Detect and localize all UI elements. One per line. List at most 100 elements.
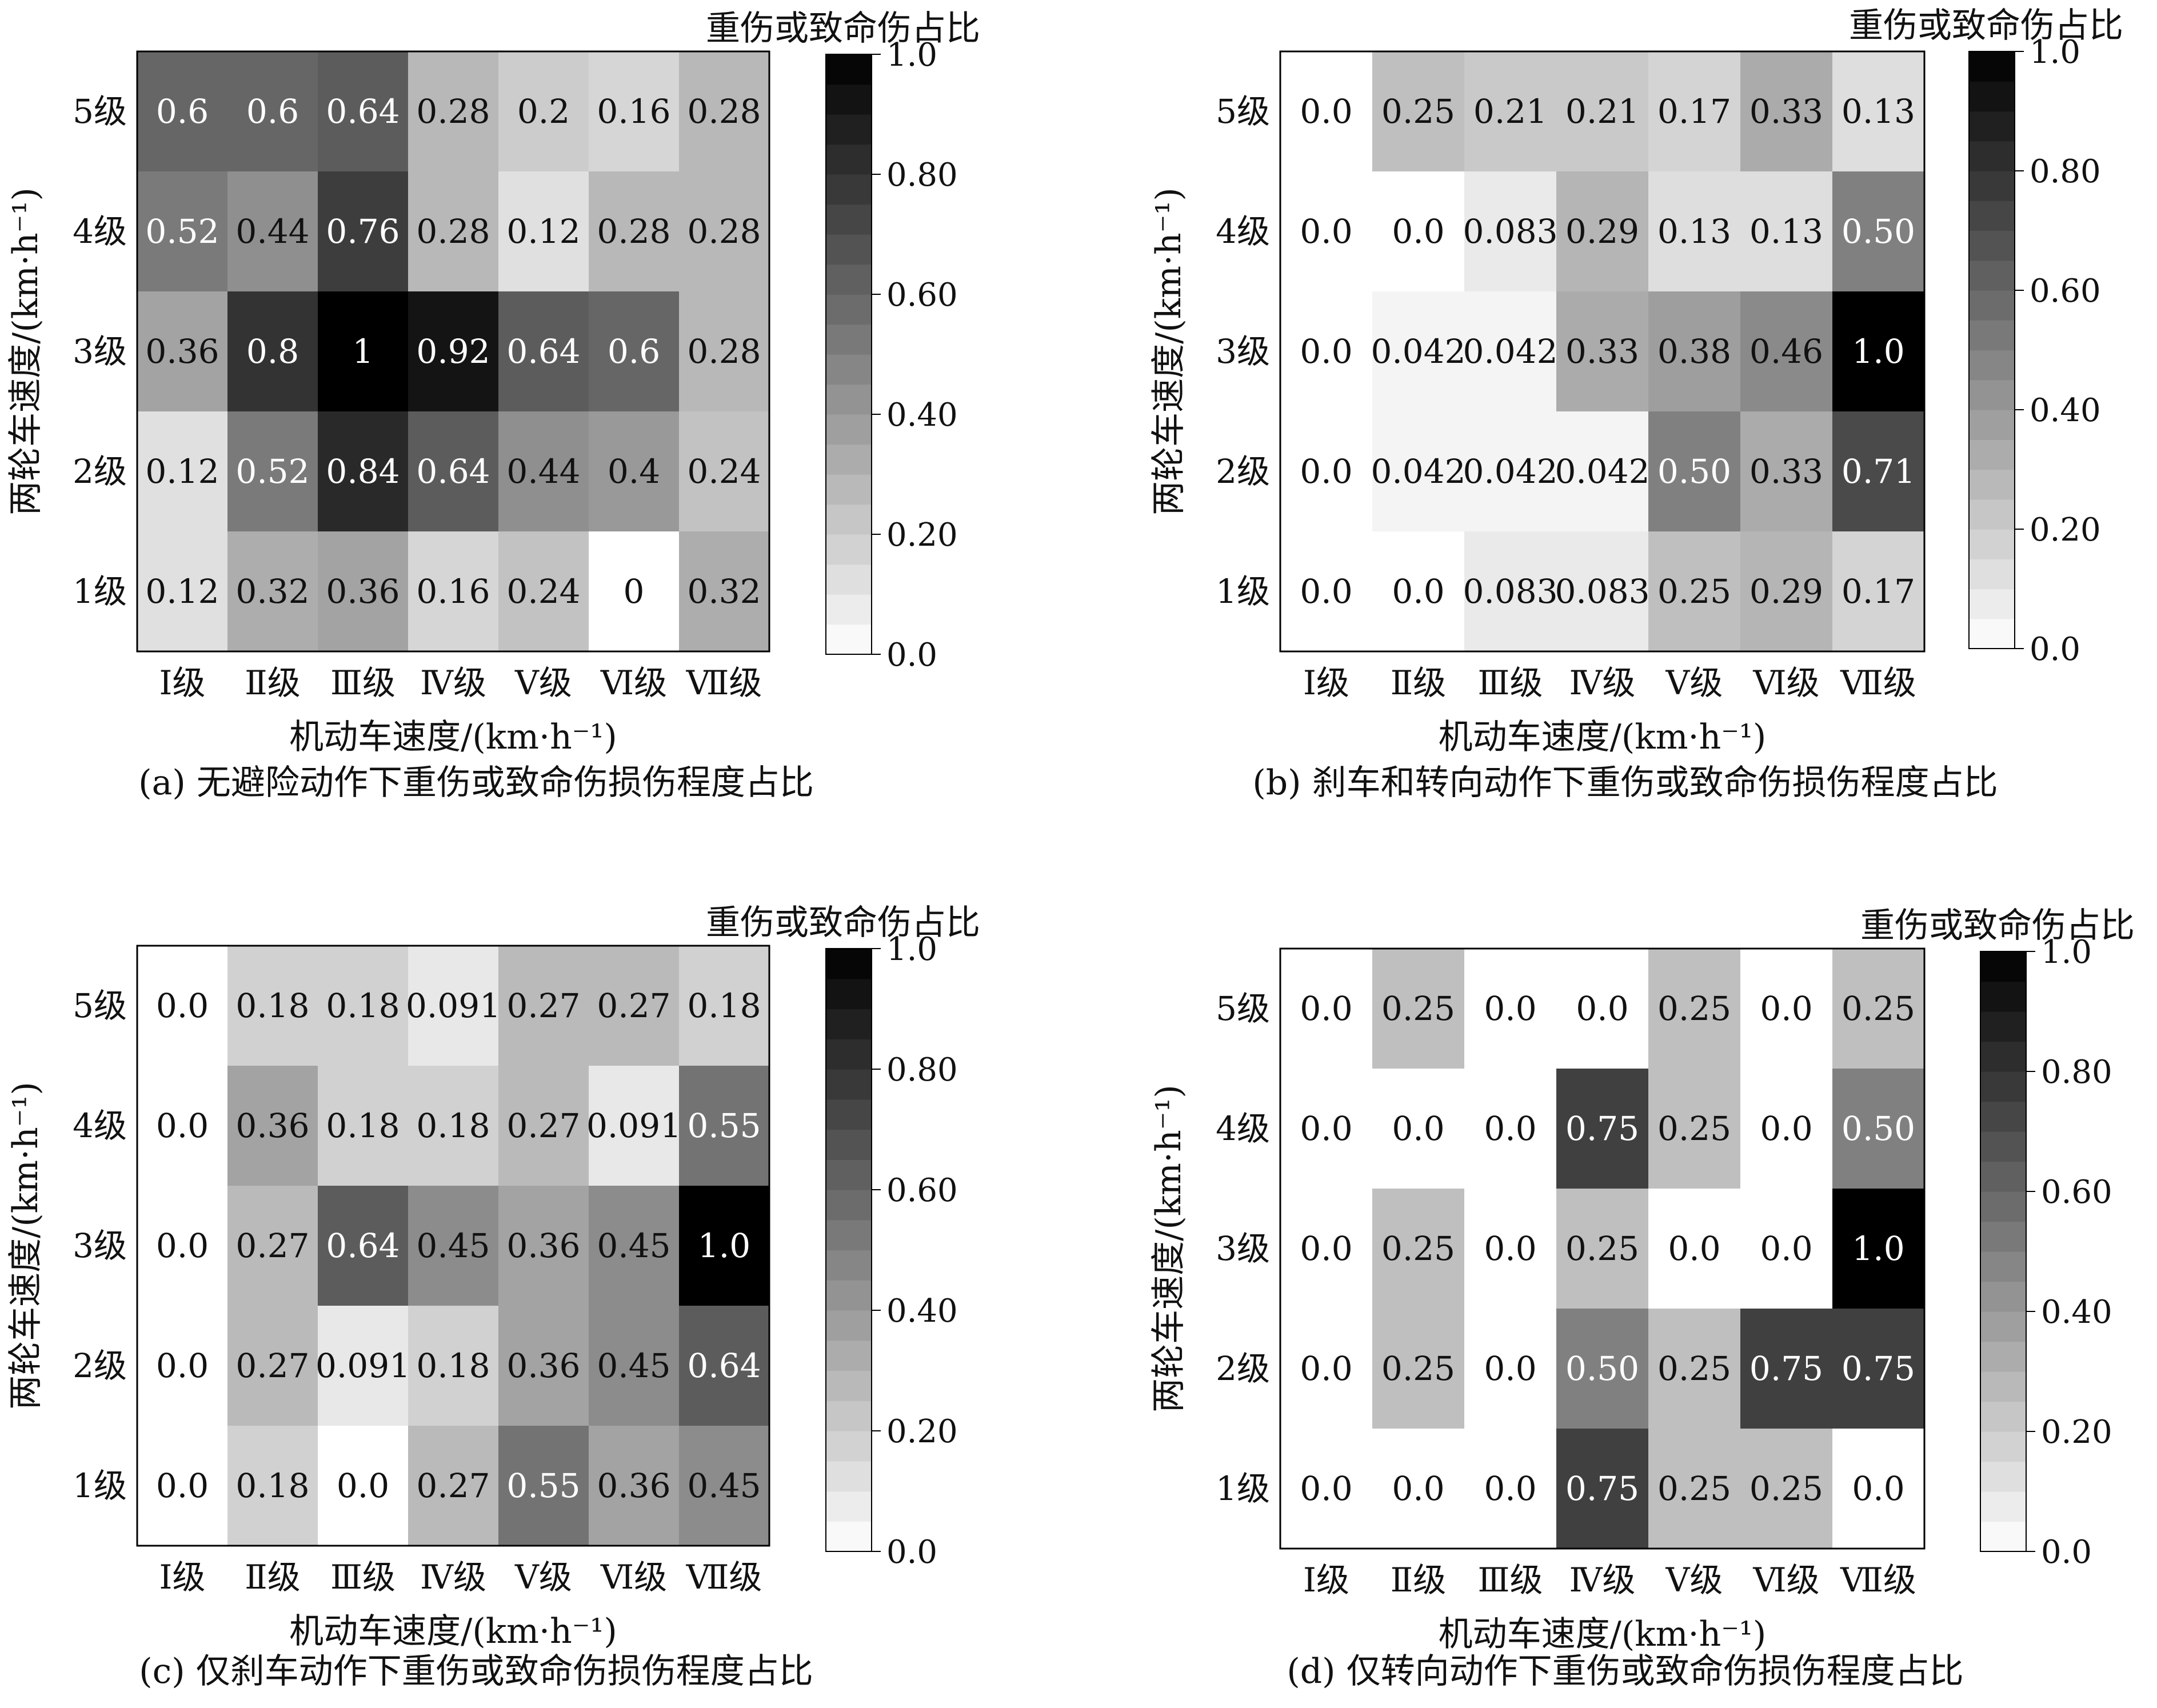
cell-value-label: 0.0 [1300,212,1352,251]
x-tick-label: Ⅱ级 [245,663,300,702]
colorbar-step [826,534,872,565]
heatmap-cell [137,1306,228,1426]
heatmap-cell [1648,171,1741,292]
colorbar-step [826,949,872,979]
y-tick-label: 3级 [1216,1229,1270,1268]
heatmap-cell [1648,1069,1741,1189]
colorbar-step [826,1521,872,1552]
heatmap-cell [679,1426,770,1546]
colorbar-step [826,414,872,445]
colorbar-step [826,1129,872,1160]
heatmap-cell [1372,291,1465,412]
cell-value-label: 0.29 [1565,212,1639,251]
colorbar-step [1969,379,2015,410]
heatmap-cell [408,411,499,532]
heatmap-cell [1832,1309,1925,1429]
cell-value-label: 0.32 [235,572,309,611]
heatmap-cell [1648,51,1741,172]
heatmap-cell [1372,411,1465,532]
colorbar-step [826,384,872,415]
heatmap-cell [1832,411,1925,532]
cell-value-label: 0.091 [586,1106,681,1145]
y-axis-title: 两轮车速度/(km·h⁻¹) [6,1082,46,1410]
cell-value-label: 0.25 [1381,1229,1455,1268]
cell-value-label: 0.091 [406,986,501,1025]
colorbar-step [826,1159,872,1190]
cell-value-label: 0.18 [326,1106,400,1145]
colorbar-step [1980,1521,2026,1552]
x-tick-label: Ⅴ级 [1665,1561,1723,1599]
heatmap-cell [318,171,409,292]
cell-value-label: 0.32 [687,572,761,611]
x-tick-label: Ⅰ级 [1303,663,1349,702]
colorbar-tick-label: 0.60 [2041,1174,2112,1211]
heatmap-cell [1740,531,1833,652]
cell-value-label: 0.18 [326,986,400,1025]
colorbar-tick-label: 0.20 [886,1413,958,1450]
colorbar-step [1980,1011,2026,1042]
heatmap-cell [137,946,228,1066]
heatmap-cell [227,51,318,172]
heatmap-cell [408,1186,499,1306]
heatmap-cell [137,291,228,412]
colorbar-step [1980,1191,2026,1222]
cell-value-label: 0.6 [246,92,299,131]
colorbar-tick-label: 0.40 [886,1293,958,1330]
heatmap-cell [1740,1189,1833,1309]
colorbar-step [826,234,872,265]
colorbar-step [1969,499,2015,530]
cell-value-label: 0.042 [1463,452,1557,491]
colorbar-step [826,504,872,535]
cell-value-label: 0.0 [1760,1229,1812,1268]
cell-value-label: 0.13 [1842,92,1915,131]
cell-value-label: 0.25 [1657,1109,1731,1148]
cell-value-label: 0.25 [1657,1469,1731,1508]
heatmap-cell [137,171,228,292]
x-tick-label: Ⅶ级 [686,663,762,702]
cell-value-label: 0.27 [506,986,580,1025]
heatmap-cell [137,1066,228,1186]
y-axis-title: 两轮车速度/(km·h⁻¹) [1149,1085,1189,1413]
panel-caption: (c) 仅刹车动作下重伤或致命伤损伤程度占比 [139,1651,813,1691]
heatmap-cell [679,1066,770,1186]
y-tick-label: 4级 [1216,212,1270,251]
heatmap-cell [1740,171,1833,292]
cell-value-label: 0.0 [1852,1469,1904,1508]
heatmap-cell [498,531,589,652]
cell-value-label: 0.0 [1392,1469,1444,1508]
cell-value-label: 0.0 [1300,332,1352,371]
heatmap-cell [1464,411,1557,532]
heatmap-cell [1372,949,1465,1069]
colorbar-tick-label: 0.0 [886,1534,937,1571]
colorbar-step [1980,1341,2026,1372]
heatmap-cell [1464,1429,1557,1549]
colorbar-step [1969,201,2015,231]
heatmap-panel-2: 0.0 0.25 0.21 0.21 0.17 0.33 0.130.0 0.0 0.083 0.… [1149,6,2123,803]
heatmap-cell [1372,1189,1465,1309]
cell-value-label: 0.25 [1749,1469,1823,1508]
colorbar-step [826,564,872,595]
heatmap-panel-4: 0.0 0.25 0.0 0.0 0.25 0.0 0.25 0.0 0.0 0.0 0.75 0.2… [1149,906,2135,1691]
heatmap-cell [1556,171,1649,292]
heatmap-cell [1556,1429,1649,1549]
cell-value-label: 0.18 [416,1106,490,1145]
colorbar-step [826,114,872,145]
colorbar-tick-label: 0.60 [886,277,958,314]
cell-value-label: 0 [624,572,645,611]
heatmap-cell [679,171,770,292]
cell-value-label: 0.50 [1842,1109,1915,1148]
cell-value-label: 0.76 [326,212,400,251]
heatmap-cell [1372,1309,1465,1429]
heatmap-cell [408,1306,499,1426]
y-tick-label: 4级 [73,212,127,251]
cell-value-label: 0.36 [597,1466,670,1505]
colorbar-tick-label: 0.60 [2030,273,2101,310]
x-tick-label: Ⅵ级 [1752,1561,1819,1599]
colorbar-step [826,1401,872,1431]
colorbar-step [826,204,872,235]
heatmap-cell [1740,291,1833,412]
heatmap-cell [227,531,318,652]
cell-value-label: 0.0 [1300,989,1352,1028]
